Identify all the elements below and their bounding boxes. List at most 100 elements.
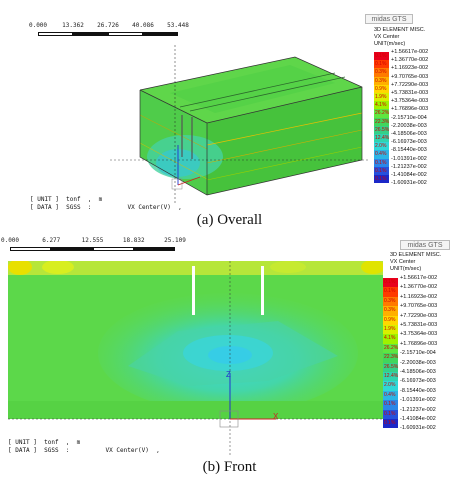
legend-percent: 0.3% [375,77,387,84]
legend-value: -1.01391e-002 [391,155,427,162]
legend-percent: 26.2% [384,344,399,351]
unit-info: [ UNIT ] tonf , m[ DATA ] SGSS : VX Cent… [30,196,182,212]
legend-percent: 1.9% [375,94,387,100]
scale-tick-label: 40.086 [132,22,154,29]
legend-title: 3D ELEMENT MISC. VX Center UNIT(m/sec) [390,252,441,273]
legend: 0.1% 0.1% 0.3% 0.3% 0.9% 1.9% 4.1% 26.2% 22.3% 26… [374,49,454,187]
legend-swatch [383,419,398,429]
legend-value: +1.56617e-002 [391,49,429,55]
legend-value: -6.16973e-003 [400,378,436,385]
legend-value: -6.16973e-003 [391,139,427,146]
legend-percent: 2.0% [375,143,387,150]
legend-percent: 12.4% [375,135,390,141]
legend-percent: 0.1% [384,279,396,285]
legend-row: 0.1% [374,52,459,61]
legend-swatch [383,306,398,316]
scale-bar: 0.000 13.362 26.726 40.086 53.448 [29,22,189,38]
scale-segment [10,247,52,251]
legend-title-line: UNIT(m/sec) [374,41,406,47]
legend-value: +5.73831e-003 [391,90,429,96]
legend-percent: 12.4% [384,373,399,379]
legend-value: -2.15710e-004 [391,114,427,121]
legend-swatch [383,353,398,363]
legend-percent: 0.3% [375,69,387,76]
legend-row: 1.9% [374,93,459,102]
legend-value: +7.72290e-003 [391,81,429,88]
legend-value: -1.41084e-002 [400,416,436,422]
legend-swatch [383,381,398,391]
legend: 0.1% 0.1% 0.3% 0.3% 0.9% 1.9% 4.1% 26.2% 22.3% 26… [383,275,459,434]
legend-row: 0.1% [374,175,459,184]
scale-segment [51,247,93,251]
legend-swatch [383,390,398,401]
legend-swatch [383,362,398,372]
legend-swatch [374,158,389,167]
legend-percent: 1.9% [384,326,396,332]
legend-percent: 0.1% [375,159,387,166]
legend-value: +1.56617e-002 [400,275,438,281]
legend-value: +5.73831e-003 [400,322,438,328]
legend-swatch [383,343,398,354]
legend-swatch [383,409,398,419]
legend-percent: 0.3% [384,307,396,314]
legend-swatch [374,60,389,69]
legend-row: 0.1% [383,278,459,288]
axis-label-x: X [273,412,279,421]
legend-row: 4.1% [374,101,459,110]
legend-row: 0.1% [383,287,459,297]
legend-percent: 22.3% [384,354,399,361]
legend-value: -1.60931e-002 [391,180,427,187]
legend-swatch [383,315,398,325]
legend-row: 26.5% [374,125,459,134]
legend-title-line: UNIT(m/sec) [390,266,422,272]
legend-value: -2.20038e-003 [391,122,427,129]
unit-info: [ UNIT ] tonf , m[ DATA ] SGSS : VX Cent… [8,439,160,455]
scale-bar: 0.000 6.277 12.555 18.832 25.109 [1,237,186,253]
legend-swatch [383,278,398,288]
legend-title-line: VX Center [390,259,416,265]
scale-segment [38,32,73,36]
legend-value: -2.15710e-004 [400,350,436,357]
scale-tick-label: 26.726 [97,22,119,29]
legend-row: 0.4% [383,390,459,401]
legend-percent: 0.4% [375,151,387,158]
legend-value: +1.76896e-003 [391,106,429,113]
legend-value: +7.72290e-003 [400,312,438,319]
legend-title: 3D ELEMENT MISC. VX Center UNIT(m/sec) [374,27,425,48]
legend-swatch [383,325,398,335]
legend-percent: 0.1% [375,167,387,174]
legend-swatch [374,117,389,126]
scale-tick-label: 18.832 [122,237,145,244]
legend-row: 2.0% [383,381,459,391]
legend-title-line: 3D ELEMENT MISC. [374,27,426,33]
midas-gts-logo: midas GTS [400,240,450,250]
legend-percent: 4.1% [384,335,396,342]
legend-percent: 0.1% [375,176,387,182]
legend-row: 0.9% [383,315,459,325]
legend-value: -4.18506e-003 [391,131,427,137]
legend-swatch [374,142,389,151]
legend-row: 22.3% [383,353,459,363]
legend-row: 0.1% [374,158,459,167]
legend-value: -2.20038e-003 [400,359,436,366]
front-panel: 0.000 6.277 12.555 18.832 25.109 midas GTS [0,232,459,458]
scale-bar-segments [38,32,178,36]
legend-percent: 0.1% [384,410,396,417]
legend-row: 0.1% [383,409,459,419]
legend-swatch [374,52,389,61]
legend-value: +1.16923e-002 [391,65,429,72]
legend-row: 0.1% [374,60,459,69]
legend-row: 26.5% [383,362,459,372]
legend-value: +1.36770e-002 [391,57,429,64]
legend-row: 4.1% [383,334,459,344]
legend-value: +1.36770e-002 [400,284,438,291]
legend-value: -1.60931e-002 [400,425,436,432]
legend-title-line: 3D ELEMENT MISC. [390,252,442,258]
legend-swatch [374,84,389,93]
legend-swatch [374,76,389,85]
legend-value: -1.21237e-002 [400,406,436,413]
legend-swatch [374,134,389,143]
legend-percent: 26.5% [384,363,399,370]
legend-row: 0.3% [383,296,459,307]
unit-line: [ UNIT ] tonf , m [30,196,103,203]
